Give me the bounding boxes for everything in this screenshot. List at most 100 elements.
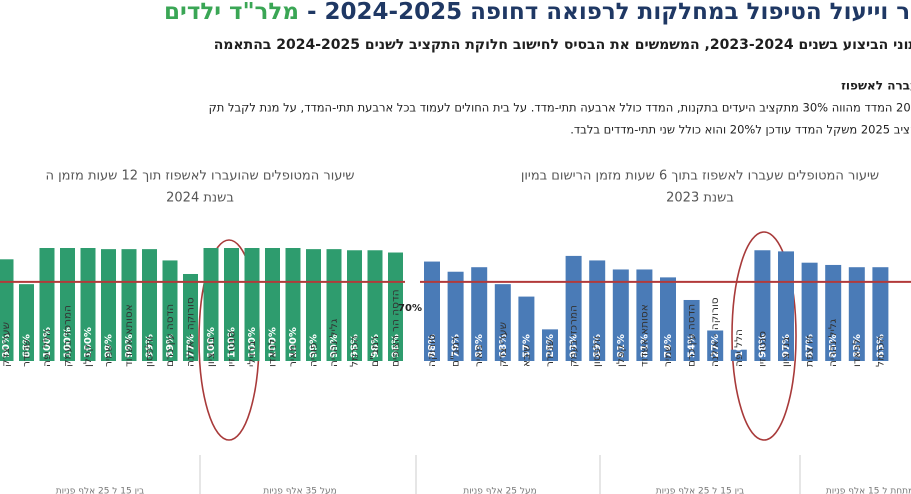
category-label: קפלן [82, 344, 94, 367]
bar [660, 277, 676, 361]
bar [101, 249, 116, 361]
category-label: הדסה עין כרם [164, 304, 176, 367]
bar [142, 249, 157, 361]
bar [367, 250, 383, 361]
category-label: סורוקה - אילנה [185, 297, 197, 367]
category-label: שיבא [520, 344, 532, 367]
bar [60, 248, 75, 361]
footer-note: מעל 35 אלף פניות [263, 487, 336, 494]
page-title: ור וייעול הטיפול במחלקות לרפואה דחופה 20… [164, 0, 911, 25]
bar-value-label: 93% [569, 334, 580, 358]
bar-value-label: 100% [83, 327, 94, 358]
bar-value-label: 57% [521, 334, 532, 358]
category-label: גליל נהריה [827, 318, 839, 367]
bar-value-label: 99% [329, 334, 340, 358]
category-label: בני ציון [205, 337, 217, 367]
footer-note: בין 15 ל 25 אלף פניות [56, 487, 145, 494]
bar-value-label: 89% [592, 334, 603, 358]
bar-value-label: 98% [757, 334, 768, 358]
category-label: שניידר [21, 339, 33, 367]
bar-value-label: 100% [288, 327, 299, 358]
bar-value-label: 99% [145, 334, 156, 358]
bar [121, 249, 137, 361]
bar [183, 273, 198, 361]
bar-value-label: 100% [63, 327, 74, 358]
bar [683, 299, 700, 361]
bar-value-label: 97% [781, 334, 792, 358]
category-label: שניידר [544, 339, 556, 367]
chart-title: שיעור המטופלים שעברו לאשפוז בתוך 6 שעות … [521, 169, 879, 184]
bar-value-label: 28% [545, 334, 556, 358]
bar-value-label: 81% [639, 334, 650, 358]
bar [730, 349, 747, 361]
category-label: הדסה הר הצופים [390, 289, 402, 367]
category-label: שערי צדק [0, 322, 12, 367]
bar-value-label: 10% [734, 334, 745, 358]
category-label: גליל נהריה [328, 318, 340, 367]
bar [224, 248, 239, 361]
bar [825, 264, 842, 361]
chart-subtitle: בשנת 2024 [166, 191, 234, 206]
category-label: בני ציון [780, 337, 792, 367]
bar-value-label: 100% [268, 327, 279, 358]
bar [80, 248, 96, 361]
bar-value-label: 79% [451, 334, 462, 358]
category-label: המרכזי בעמק [62, 305, 74, 367]
title-text: ור וייעול הטיפול במחלקות לרפואה דחופה 20… [299, 0, 911, 25]
bar-value-label: 74% [663, 334, 674, 358]
bar [0, 259, 14, 361]
paragraph-line: קציב 2025 משקל המדד עודכן ל20% והוא כולל… [570, 123, 911, 137]
bar [424, 261, 440, 361]
bar-value-label: 85% [828, 334, 839, 358]
bar-value-label: 83% [875, 334, 886, 358]
category-label: סנטר זיו [226, 331, 238, 367]
category-label: המרכזי בעמק [568, 305, 580, 367]
bar-value-label: 83% [852, 334, 863, 358]
annotation-circle [731, 231, 797, 441]
footer-note: מעל 25 אלף פניות [463, 487, 536, 494]
bar [244, 248, 260, 361]
category-label: לניאדו [851, 339, 863, 367]
bar [707, 330, 724, 361]
section-heading: עברה לאשפוז [841, 79, 911, 93]
category-label: שמיר [662, 344, 674, 367]
title-highlight: מלר"ד ילדים [164, 0, 299, 25]
bar [471, 267, 488, 361]
bar-value-label: 100% [206, 327, 217, 358]
chart-subtitle: בשנת 2023 [666, 191, 734, 206]
bar-value-label: 100% [42, 327, 53, 358]
paragraph-line: 202 המדד מהווה 30% מתקציב היעדים בתקנות,… [209, 101, 911, 115]
category-label: קפלן [615, 344, 627, 367]
bar [306, 249, 321, 361]
category-label: אסותא אשדוד [638, 304, 650, 367]
category-label: פוריה [308, 342, 320, 367]
bar-value-label: 96% [391, 334, 402, 358]
category-label: סורוקה - אילנה [709, 297, 721, 367]
bar-value-label: 88% [427, 334, 438, 358]
category-label: סנטר זיו [756, 331, 768, 367]
bar [347, 250, 362, 361]
bar [203, 248, 219, 361]
category-label: הכרמל [874, 336, 886, 367]
bar [801, 262, 818, 361]
bar-value-label: 68% [498, 334, 509, 358]
bar [542, 329, 558, 361]
bar [872, 267, 889, 361]
bar-value-label: 68% [22, 334, 33, 358]
bar [494, 284, 511, 361]
bar [285, 248, 301, 361]
bar [447, 271, 464, 361]
category-label: הדסה עין כרם [686, 304, 698, 367]
category-label: וולפסון [144, 336, 156, 367]
bar-value-label: 100% [227, 327, 238, 358]
bar-value-label: 81% [616, 334, 627, 358]
bar [265, 248, 280, 361]
bar [162, 260, 178, 361]
category-label: סורוקה [426, 334, 438, 367]
bar-value-label: 77% [186, 334, 197, 358]
category-label: מאיר [473, 345, 485, 367]
bar-value-label: 98% [350, 334, 361, 358]
category-label: הלל יפה [733, 329, 745, 367]
category-label: רמב"ם [450, 336, 462, 367]
